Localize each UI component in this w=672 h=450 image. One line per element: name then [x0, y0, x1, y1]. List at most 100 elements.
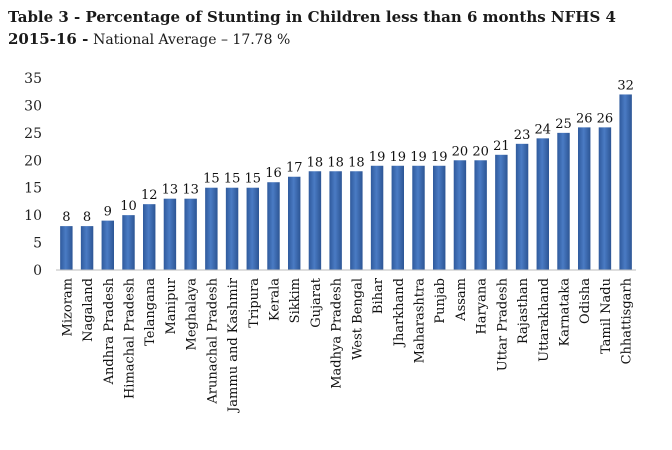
x-category-label: Tamil Nadu [599, 278, 614, 354]
bar [557, 132, 570, 270]
bar-value-label: 19 [390, 150, 407, 165]
bar-value-label: 18 [348, 155, 365, 170]
x-category-label: Bihar [371, 277, 386, 314]
bar-value-label: 15 [245, 172, 262, 187]
bar-value-label: 21 [493, 139, 510, 154]
bar [288, 176, 301, 270]
x-category-label: Uttarakhand [537, 278, 552, 362]
bar [308, 171, 322, 270]
x-category-label: Karnataka [558, 278, 573, 347]
bar-value-label: 8 [62, 210, 70, 225]
bar-value-label: 20 [452, 144, 469, 159]
bar-value-label: 18 [327, 155, 344, 170]
bar [329, 171, 342, 270]
y-tick-label: 20 [24, 153, 42, 169]
x-category-label: Odisha [578, 278, 593, 324]
bar-value-label: 26 [597, 111, 614, 126]
y-tick-label: 15 [24, 181, 42, 197]
title-year: 2015-16 - [8, 30, 89, 48]
x-category-label: Telangana [143, 278, 158, 346]
x-category-label: Sikkim [288, 278, 303, 323]
bar [474, 160, 487, 270]
x-category-label: Rajasthan [516, 277, 531, 344]
x-category-label: Punjab [433, 278, 448, 324]
x-category-label: Assam [454, 278, 469, 322]
bar-value-label: 19 [410, 150, 427, 165]
x-category-label: Tripura [247, 278, 262, 328]
bar [225, 187, 239, 270]
x-category-label: Manipur [164, 277, 179, 334]
bar-value-label: 19 [431, 150, 448, 165]
bar [578, 127, 591, 270]
x-category-label: Maharashtra [413, 278, 428, 364]
title-line-1: Table 3 - Percentage of Stunting in Chil… [8, 8, 616, 26]
bar-value-label: 32 [617, 78, 634, 93]
x-category-label: Gujarat [309, 277, 324, 328]
bar [391, 165, 404, 270]
bar-value-label: 19 [369, 150, 386, 165]
bar-value-label: 8 [83, 210, 91, 225]
bar-value-label: 15 [203, 172, 220, 187]
x-category-label: Mizoram [60, 278, 75, 336]
x-category-label: West Bengal [350, 278, 365, 360]
x-category-label: Arunachal Pradesh [205, 277, 220, 404]
bar [246, 187, 259, 270]
bar [184, 198, 197, 270]
bar [60, 226, 73, 270]
bar-value-label: 24 [535, 122, 552, 137]
bar-value-label: 13 [162, 183, 179, 198]
bar [453, 160, 467, 270]
x-category-label: Uttar Pradesh [495, 277, 510, 371]
bar [619, 94, 632, 270]
bar [433, 165, 446, 270]
y-axis: 0 5 10 15 20 25 30 35 [24, 71, 42, 279]
x-axis: Mizoram Nagaland Andhra Pradesh Himachal Pr… [56, 269, 636, 414]
title-national-average: National Average – 17.78 % [93, 32, 291, 48]
chart-title: Table 3 - Percentage of Stunting in Chil… [8, 6, 664, 51]
bar-value-label: 10 [120, 199, 137, 214]
y-tick-label: 0 [33, 263, 42, 279]
bar-value-label: 18 [307, 155, 324, 170]
bar-value-label: 16 [265, 166, 282, 181]
bar [163, 198, 177, 270]
bar-value-label: 23 [514, 128, 531, 143]
x-category-label: Jammu and Kashmir [226, 277, 241, 414]
x-category-label: Nagaland [81, 278, 96, 342]
y-tick-label: 35 [24, 71, 42, 87]
x-category-label: Madhya Pradesh [330, 277, 345, 388]
bar [143, 204, 156, 270]
bar-value-label: 17 [286, 161, 303, 176]
x-category-label: Meghalaya [185, 278, 200, 351]
y-tick-label: 25 [24, 126, 42, 142]
y-tick-label: 10 [24, 208, 42, 224]
x-category-label: Kerala [268, 278, 283, 321]
bar [515, 143, 529, 270]
bar [598, 127, 612, 270]
bar-value-label: 20 [472, 144, 489, 159]
bar [536, 138, 549, 270]
bar-value-label: 9 [104, 205, 112, 220]
bar-value-label: 25 [555, 117, 572, 132]
x-category-label: Haryana [475, 278, 490, 335]
bar [101, 220, 114, 270]
bar [412, 165, 425, 270]
bar [122, 215, 135, 270]
bar [267, 182, 280, 270]
bar-value-label: 12 [141, 188, 158, 203]
bar [350, 171, 363, 270]
bar-value-label: 26 [576, 111, 593, 126]
bar [370, 165, 384, 270]
bar [205, 187, 218, 270]
bar [495, 154, 508, 270]
title-line-2: 2015-16 - National Average – 17.78 % [8, 28, 664, 51]
y-tick-label: 30 [24, 98, 42, 114]
bar-value-label: 15 [224, 172, 241, 187]
x-category-label: Jharkhand [392, 278, 407, 348]
x-category-label: Andhra Pradesh [102, 277, 117, 385]
bar-value-label: 13 [182, 183, 199, 198]
x-category-label: Chhattisgarh [620, 277, 635, 364]
bar [80, 226, 94, 270]
y-tick-label: 5 [33, 236, 42, 252]
